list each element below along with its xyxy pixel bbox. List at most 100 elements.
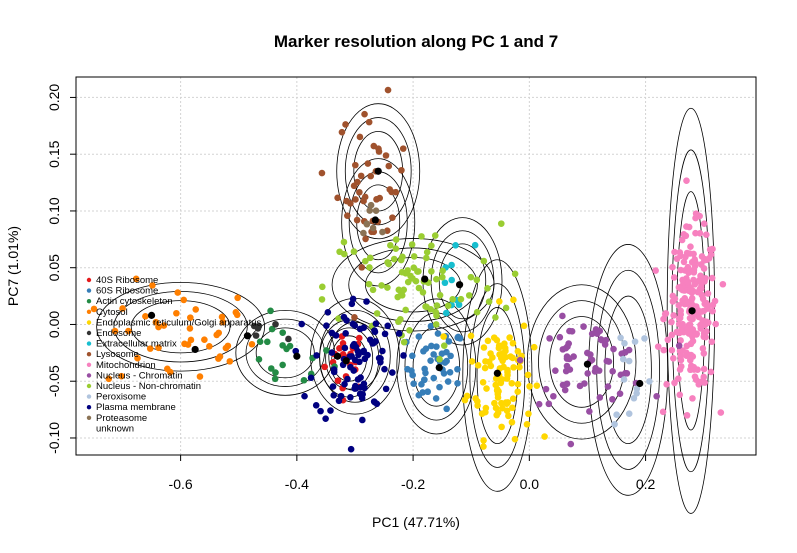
data-point [361, 384, 368, 392]
data-point [433, 302, 441, 309]
data-point [375, 145, 382, 152]
legend-marker [86, 299, 92, 304]
data-point [386, 186, 394, 193]
data-point [360, 324, 368, 331]
data-point [673, 255, 681, 263]
data-point [473, 276, 481, 284]
chart-title: Marker resolution along PC 1 and 7 [274, 32, 558, 51]
data-point [559, 346, 567, 353]
data-point [687, 287, 694, 294]
data-point [514, 380, 522, 388]
data-point [187, 314, 194, 321]
data-point [668, 331, 676, 339]
data-point [703, 231, 710, 238]
data-point [354, 376, 362, 383]
data-point [690, 363, 698, 371]
legend-label: Proteasome [96, 413, 147, 424]
data-point [419, 389, 426, 396]
legend-marker [86, 373, 92, 378]
data-point [630, 394, 638, 402]
ellipse-contour [325, 327, 374, 390]
data-point [359, 390, 367, 398]
data-point [367, 201, 375, 209]
data-point [496, 298, 503, 305]
data-point [433, 312, 440, 319]
data-point [226, 358, 234, 365]
data-point [373, 196, 380, 203]
data-point [301, 392, 308, 400]
y-tick-label: 0.05 [46, 254, 62, 281]
data-point [444, 378, 452, 385]
data-point [395, 286, 403, 294]
data-point [480, 437, 487, 444]
legend-marker [86, 352, 92, 357]
data-point [421, 376, 428, 383]
data-point [119, 305, 126, 312]
data-point [448, 276, 456, 284]
plot-frame [75, 76, 757, 456]
data-point [330, 368, 338, 376]
data-point [493, 411, 501, 419]
data-point [307, 374, 315, 382]
centroid-point [374, 167, 382, 175]
data-point [285, 335, 292, 343]
data-point [415, 284, 423, 292]
data-point [683, 177, 690, 185]
data-point [621, 340, 628, 347]
data-point [433, 275, 440, 283]
data-point [428, 342, 435, 350]
data-point [432, 321, 440, 328]
data-point [152, 318, 160, 326]
ellipse-contour [596, 269, 660, 470]
data-point [335, 315, 342, 322]
x-tick-label: 0.2 [636, 476, 656, 492]
data-point [371, 328, 379, 336]
data-point [567, 440, 575, 448]
x-axis-label: PC1 (47.71%) [372, 514, 460, 530]
data-point [279, 329, 286, 336]
data-point [631, 338, 639, 345]
data-point [556, 333, 564, 341]
data-point [697, 272, 704, 280]
data-point [601, 341, 609, 348]
data-point [484, 284, 491, 292]
data-point [588, 330, 596, 338]
data-point [338, 128, 346, 136]
data-point [677, 337, 684, 344]
data-point [218, 313, 226, 321]
data-point [559, 381, 567, 389]
data-point [250, 322, 258, 330]
data-point [562, 367, 570, 375]
ellipse-contour [255, 327, 315, 379]
data-point [625, 410, 633, 417]
data-point [409, 352, 416, 360]
data-point [271, 375, 279, 383]
data-point [268, 325, 276, 333]
data-point [678, 236, 686, 244]
data-point [362, 235, 369, 243]
data-point [596, 394, 604, 401]
data-point [677, 363, 685, 370]
data-point [433, 343, 440, 350]
data-point [192, 306, 200, 313]
data-point [709, 307, 716, 315]
y-tick-label: 0.15 [46, 140, 62, 167]
data-point [215, 355, 222, 362]
data-point [385, 162, 393, 170]
data-point [698, 308, 705, 315]
data-point [351, 314, 358, 321]
data-point [675, 320, 683, 328]
data-point [706, 246, 714, 253]
data-point [691, 256, 698, 263]
data-point [355, 334, 363, 342]
data-point [279, 342, 286, 349]
data-point [436, 291, 444, 299]
data-point [399, 253, 406, 261]
y-axis-label: PC7 (1.01%) [5, 226, 21, 306]
data-point [358, 264, 366, 271]
data-point [362, 257, 369, 265]
data-point [421, 365, 428, 373]
data-point [373, 310, 381, 317]
data-point [323, 322, 330, 330]
data-point [389, 214, 396, 221]
